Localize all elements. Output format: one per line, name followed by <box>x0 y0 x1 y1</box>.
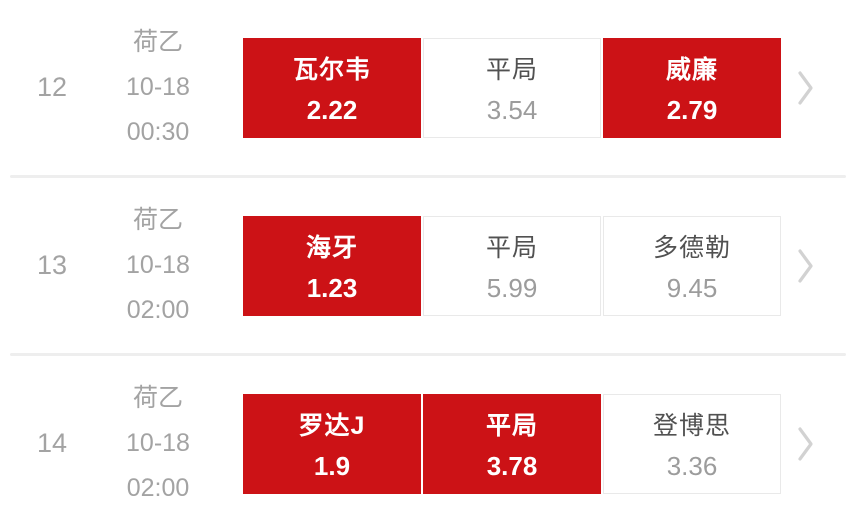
match-meta: 荷乙 10-18 02:00 <box>104 198 212 333</box>
row-divider <box>10 353 846 356</box>
match-row[interactable]: 13 荷乙 10-18 02:00 海牙 1.23 平局 5.99 多德勒 9.… <box>0 178 854 353</box>
team-name: 罗达J <box>298 411 366 440</box>
team-name: 登博思 <box>652 411 731 440</box>
odds-value: 1.23 <box>306 272 358 303</box>
match-time: 02:00 <box>126 474 190 502</box>
draw-label: 平局 <box>485 233 538 262</box>
chevron-right-icon[interactable] <box>797 247 815 285</box>
team-name: 海牙 <box>305 233 358 262</box>
match-time: 02:00 <box>126 296 190 324</box>
team-name: 威廉 <box>665 55 718 84</box>
odds-option-home[interactable]: 海牙 1.23 <box>243 215 421 316</box>
match-time: 00:30 <box>126 118 190 146</box>
odds-option-draw[interactable]: 平局 3.54 <box>423 37 601 138</box>
league-name: 荷乙 <box>132 206 183 234</box>
row-divider <box>10 175 846 178</box>
odds-option-draw[interactable]: 平局 3.78 <box>423 393 601 494</box>
odds-value: 3.36 <box>666 450 718 481</box>
match-row[interactable]: 14 荷乙 10-18 02:00 罗达J 1.9 平局 3.78 登博思 3.… <box>0 356 854 508</box>
match-meta: 荷乙 10-18 02:00 <box>104 376 212 508</box>
odds-option-home[interactable]: 罗达J 1.9 <box>243 393 421 494</box>
odds-value: 3.54 <box>486 94 538 125</box>
match-meta: 荷乙 10-18 00:30 <box>104 20 212 155</box>
odds-value: 9.45 <box>666 272 718 303</box>
odds-option-away[interactable]: 多德勒 9.45 <box>603 215 781 316</box>
match-number: 13 <box>36 250 68 280</box>
team-name: 多德勒 <box>652 233 731 262</box>
odds-value: 2.22 <box>306 94 358 125</box>
team-name: 瓦尔韦 <box>292 55 371 84</box>
match-number: 14 <box>36 428 68 458</box>
odds-option-draw[interactable]: 平局 5.99 <box>423 215 601 316</box>
draw-label: 平局 <box>485 411 538 440</box>
odds-value: 2.79 <box>666 94 718 125</box>
odds-option-away[interactable]: 登博思 3.36 <box>603 393 781 494</box>
match-row[interactable]: 12 荷乙 10-18 00:30 瓦尔韦 2.22 平局 3.54 威廉 2.… <box>0 0 854 175</box>
match-number: 12 <box>36 72 68 102</box>
odds-value: 1.9 <box>313 450 351 481</box>
odds-value: 3.78 <box>486 450 538 481</box>
chevron-right-icon[interactable] <box>797 69 815 107</box>
odds-options: 罗达J 1.9 平局 3.78 登博思 3.36 <box>243 393 781 494</box>
odds-options: 瓦尔韦 2.22 平局 3.54 威廉 2.79 <box>243 37 781 138</box>
chevron-right-icon[interactable] <box>797 425 815 463</box>
odds-option-home[interactable]: 瓦尔韦 2.22 <box>243 37 421 138</box>
odds-options: 海牙 1.23 平局 5.99 多德勒 9.45 <box>243 215 781 316</box>
match-date: 10-18 <box>126 429 190 457</box>
league-name: 荷乙 <box>132 384 183 412</box>
odds-value: 5.99 <box>486 272 538 303</box>
odds-option-away[interactable]: 威廉 2.79 <box>603 37 781 138</box>
draw-label: 平局 <box>485 55 538 84</box>
league-name: 荷乙 <box>132 28 183 56</box>
match-date: 10-18 <box>126 73 190 101</box>
match-date: 10-18 <box>126 251 190 279</box>
